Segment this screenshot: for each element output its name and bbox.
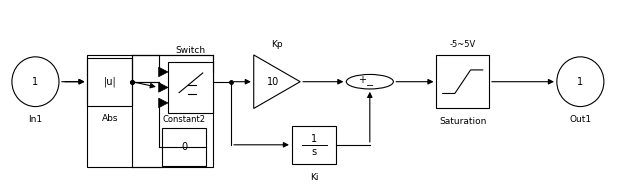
Text: Out1: Out1 [569,115,592,124]
Text: -5~5V: -5~5V [450,40,476,49]
Text: Abs: Abs [101,114,118,123]
Text: 1: 1 [311,134,317,144]
Text: 0: 0 [181,142,187,152]
Text: 1: 1 [32,77,39,87]
Text: Constant2: Constant2 [162,115,205,124]
Text: Ki: Ki [310,172,318,182]
FancyBboxPatch shape [292,126,337,164]
Polygon shape [159,98,168,108]
Text: Kp: Kp [271,40,283,49]
Polygon shape [159,67,168,77]
Ellipse shape [12,57,59,107]
Text: 1: 1 [577,77,583,87]
Circle shape [346,74,393,89]
Text: Saturation: Saturation [439,117,486,126]
FancyBboxPatch shape [437,55,489,108]
Text: 10: 10 [267,77,279,87]
Text: |u|: |u| [103,76,116,87]
FancyBboxPatch shape [162,128,207,166]
Ellipse shape [557,57,604,107]
Polygon shape [254,55,300,108]
Text: s: s [312,147,317,158]
Text: +: + [358,75,366,85]
Polygon shape [159,83,168,92]
Text: In1: In1 [29,115,42,124]
FancyBboxPatch shape [168,62,213,113]
Text: Switch: Switch [175,46,205,55]
FancyBboxPatch shape [88,58,132,106]
Text: −: − [366,81,374,91]
